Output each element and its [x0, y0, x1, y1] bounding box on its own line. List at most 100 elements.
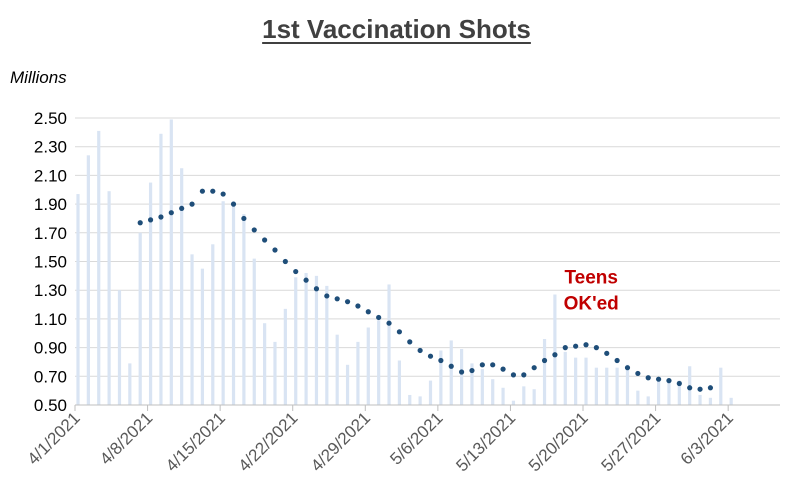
bar — [159, 133, 163, 405]
bar — [449, 340, 453, 405]
bar — [574, 357, 578, 405]
y-tick-label: 1.90 — [34, 195, 67, 214]
bar — [428, 380, 433, 405]
bar — [128, 363, 132, 405]
avg-point — [479, 362, 485, 368]
avg-point — [697, 386, 703, 392]
avg-point — [158, 214, 164, 220]
avg-point — [313, 286, 320, 292]
avg-point — [676, 380, 682, 387]
x-tick-label: 4/1/2021 — [24, 408, 84, 468]
x-tick-label: 4/29/2021 — [307, 408, 374, 475]
avg-point — [707, 385, 714, 391]
avg-point — [687, 385, 693, 391]
avg-point — [635, 370, 641, 377]
avg-point — [147, 217, 154, 223]
avg-point — [407, 339, 413, 345]
avg-point — [438, 357, 444, 364]
bar — [594, 367, 598, 405]
y-tick-label: 1.10 — [34, 310, 67, 329]
x-tick-label: 5/20/2021 — [525, 408, 592, 475]
bar — [294, 277, 298, 405]
avg-point — [624, 365, 631, 371]
bar — [242, 214, 246, 405]
x-tick-label: 5/6/2021 — [386, 408, 446, 468]
avg-point — [303, 277, 309, 283]
bar — [169, 119, 173, 405]
bar — [646, 396, 650, 405]
bar — [460, 349, 464, 405]
avg-point — [396, 329, 402, 335]
avg-point — [500, 366, 506, 372]
avg-point — [655, 376, 662, 382]
avg-point — [355, 303, 361, 309]
avg-line-layer — [137, 188, 714, 392]
avg-point — [293, 268, 299, 275]
bar — [366, 327, 370, 405]
avg-point — [365, 309, 371, 315]
avg-point — [220, 191, 226, 197]
avg-point — [427, 353, 434, 359]
bar — [418, 396, 422, 405]
bar — [273, 341, 277, 405]
bar — [542, 338, 547, 405]
avg-point — [168, 210, 174, 216]
avg-point — [344, 299, 351, 305]
bar — [211, 244, 215, 405]
avg-point — [262, 237, 268, 243]
avg-point — [521, 372, 527, 378]
y-tick-label: 0.90 — [34, 339, 67, 358]
bar — [480, 369, 484, 405]
avg-point — [376, 314, 382, 321]
bar — [522, 386, 526, 405]
avg-point — [241, 215, 247, 222]
bar — [615, 367, 619, 405]
avg-point — [210, 188, 216, 194]
bar — [148, 182, 153, 405]
bar — [511, 400, 516, 405]
avg-point — [251, 227, 257, 233]
bar — [532, 389, 536, 405]
avg-point — [604, 350, 610, 356]
avg-point — [282, 258, 288, 265]
x-tick-label: 4/8/2021 — [96, 408, 156, 468]
avg-point — [179, 205, 185, 212]
bar — [221, 201, 225, 405]
bar — [252, 258, 256, 405]
axis-layer — [74, 404, 780, 411]
bar — [325, 285, 329, 405]
x-tick-label: 5/13/2021 — [452, 408, 519, 475]
bar — [200, 268, 205, 405]
y-tick-label: 0.70 — [34, 367, 67, 386]
bar — [656, 377, 661, 405]
avg-point — [666, 378, 672, 384]
bar — [314, 275, 319, 405]
avg-point — [324, 293, 330, 299]
bar — [180, 168, 184, 405]
bar — [470, 363, 474, 405]
bar — [584, 357, 588, 405]
bar — [304, 272, 308, 405]
avg-point — [593, 345, 599, 351]
y-tick-label: 0.50 — [34, 396, 67, 415]
avg-point — [448, 363, 454, 369]
avg-point — [386, 320, 392, 326]
y-axis-label: Millions — [10, 68, 67, 87]
x-tick-label: 4/15/2021 — [162, 408, 229, 475]
bar — [677, 380, 681, 405]
bar — [667, 380, 671, 405]
avg-point — [272, 247, 278, 253]
avg-point — [189, 201, 195, 207]
avg-point — [531, 365, 537, 371]
avg-point — [137, 220, 143, 226]
y-tick-label: 2.10 — [34, 166, 67, 185]
y-tick-label: 2.30 — [34, 138, 67, 157]
avg-point — [490, 362, 496, 368]
bar — [439, 350, 443, 405]
bar — [335, 334, 339, 405]
bar — [719, 367, 723, 405]
avg-point — [459, 369, 465, 375]
avg-point — [510, 372, 517, 378]
bar — [698, 394, 702, 405]
